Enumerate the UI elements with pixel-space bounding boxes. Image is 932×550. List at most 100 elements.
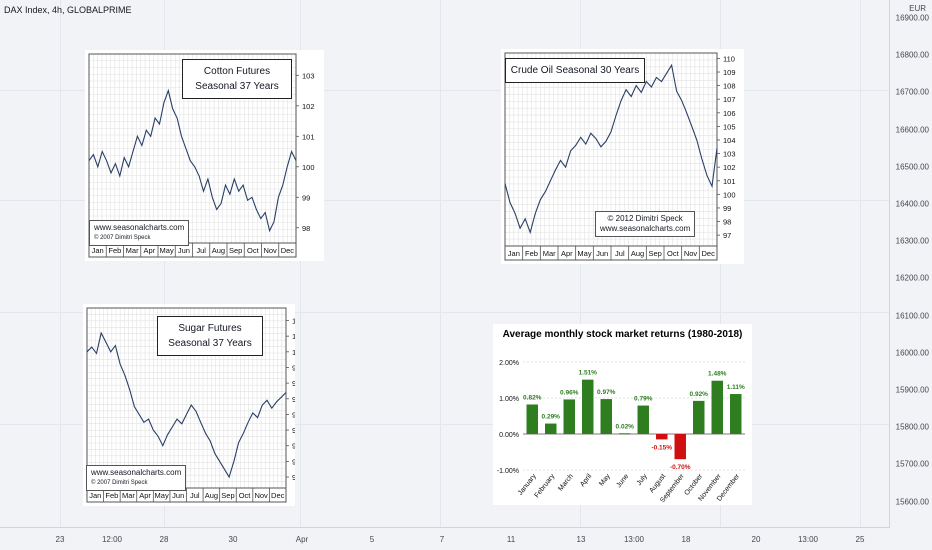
month-tick-label: Apr (139, 491, 151, 500)
y-tick-label: 2.00% (499, 360, 519, 367)
month-tick-label: May (160, 246, 174, 255)
y-tick-label: 101 (302, 132, 315, 141)
bar-value-label: 0.79% (634, 396, 653, 403)
crude-oil-chart-panel: Jan Feb Mar Apr May Jun Jul Aug Sep Oct Nov Dec 97 98… (501, 49, 744, 264)
crude-oil-credit: © 2012 Dimitri Speck www.seasonalcharts.… (595, 211, 696, 237)
y-tick-label: 108 (723, 82, 736, 91)
monthly-returns-bar-chart: 2.00%1.00%0.00%-1.00%0.82%January0.29%Fe… (497, 360, 745, 504)
month-tick-label: Dec (281, 246, 295, 255)
month-tick-label: Sep (648, 249, 661, 258)
credit-author: © 2007 Dimitri Speck (91, 480, 148, 486)
month-tick-label: Apr (144, 246, 156, 255)
time-tick-label: 28 (159, 535, 169, 544)
time-tick-label: 5 (369, 535, 375, 544)
month-category-label: July (636, 473, 649, 488)
seasonal-series-line (88, 88, 297, 233)
y-tick-label: 94 (292, 442, 295, 451)
time-axis[interactable]: 23 12:00 28 30 Apr 5 7 11 13 13:00 18 20 13:00 25 (0, 527, 890, 550)
bar-july (637, 405, 649, 434)
month-tick-label: Jul (190, 491, 200, 500)
month-tick-label: Dec (701, 249, 715, 258)
month-category-label: March (557, 473, 575, 493)
y-tick-label: 104 (723, 136, 736, 145)
bar-value-label: 0.02% (616, 423, 635, 430)
y-tick-label: 102 (723, 163, 736, 172)
seasonal-series-line (86, 331, 287, 479)
month-tick-label: Aug (212, 246, 225, 255)
price-tick-label: 15800.00 (895, 422, 929, 432)
sugar-credit: www.seasonalcharts.com © 2007 Dimitri Sp… (86, 465, 187, 491)
bar-value-label: -0.70% (670, 464, 691, 471)
month-tick-label: Apr (561, 249, 573, 258)
y-tick-label: 93 (292, 457, 295, 466)
price-tick-label: 16500.00 (895, 162, 929, 172)
time-tick-label: Apr (295, 535, 309, 544)
credit-author: © 2007 Dimitri Speck (94, 235, 151, 241)
bar-november (711, 380, 723, 434)
sugar-chart-title: Sugar Futures Seasonal 37 Years (157, 316, 263, 356)
bar-value-label: 0.29% (542, 414, 561, 421)
y-tick-label: 107 (723, 95, 736, 104)
y-tick-label: -1.00% (497, 468, 519, 475)
time-tick-label: 13:00 (623, 535, 645, 544)
y-tick-label: 103 (302, 71, 315, 80)
y-tick-label: 106 (723, 109, 736, 118)
y-tick-label: 98 (302, 224, 310, 233)
price-tick-label: 16600.00 (895, 125, 929, 135)
y-tick-label: 101 (292, 332, 295, 341)
month-tick-label: Dec (271, 491, 285, 500)
bar-april (582, 379, 594, 434)
price-tick-label: 16900.00 (895, 13, 929, 23)
y-tick-label: 99 (292, 363, 295, 372)
month-tick-label: Mar (543, 249, 556, 258)
time-tick-label: 23 (55, 535, 65, 544)
bar-august (656, 434, 668, 440)
month-tick-label: Jan (508, 249, 520, 258)
time-tick-label: 12:00 (101, 535, 123, 544)
time-tick-label: 11 (506, 535, 516, 544)
bar-june (619, 433, 631, 435)
month-tick-label: Oct (239, 491, 252, 500)
month-tick-label: Feb (525, 249, 538, 258)
price-tick-label: 16800.00 (895, 50, 929, 60)
month-tick-label: Jul (196, 246, 206, 255)
symbol-title[interactable]: DAX Index, 4h, GLOBALPRIME (4, 5, 132, 15)
credit-url: www.seasonalcharts.com (91, 468, 182, 477)
price-axis[interactable]: EUR 16900.00 16800.00 16700.00 16600.00 1650… (889, 0, 932, 528)
month-tick-label: May (577, 249, 591, 258)
y-tick-label: 97 (723, 231, 731, 240)
month-tick-label: Feb (108, 246, 121, 255)
price-tick-label: 16300.00 (895, 236, 929, 246)
price-tick-label: 16400.00 (895, 199, 929, 209)
month-tick-label: Jul (615, 249, 625, 258)
bar-value-label: 0.82% (523, 394, 542, 401)
month-tick-label: Feb (105, 491, 118, 500)
currency-label: EUR (909, 4, 926, 13)
y-tick-label: 92 (292, 473, 295, 482)
y-tick-label: 100 (302, 163, 315, 172)
y-tick-label: 98 (292, 379, 295, 388)
credit-url: www.seasonalcharts.com (600, 224, 691, 233)
month-tick-label: Aug (205, 491, 218, 500)
month-tick-label: Oct (667, 249, 680, 258)
credit-author: © 2012 Dimitri Speck (607, 214, 683, 223)
price-tick-label: 15700.00 (895, 459, 929, 469)
month-tick-label: Jun (596, 249, 608, 258)
y-tick-label: 100 (292, 348, 295, 357)
time-tick-label: 25 (855, 535, 865, 544)
bar-value-label: 0.96% (560, 389, 579, 396)
y-tick-label: 103 (723, 150, 736, 159)
time-tick-label: 7 (439, 535, 445, 544)
y-tick-label: 110 (723, 54, 735, 63)
price-tick-label: 15600.00 (895, 497, 929, 507)
month-tick-label: Sep (221, 491, 234, 500)
y-tick-label: 97 (292, 395, 295, 404)
month-tick-label: Jun (172, 491, 184, 500)
price-tick-label: 16200.00 (895, 273, 929, 283)
bar-value-label: 0.97% (597, 389, 616, 396)
time-tick-label: 30 (228, 535, 238, 544)
y-tick-label: 105 (723, 122, 736, 131)
y-tick-label: 98 (723, 218, 731, 227)
month-category-label: April (579, 473, 593, 489)
